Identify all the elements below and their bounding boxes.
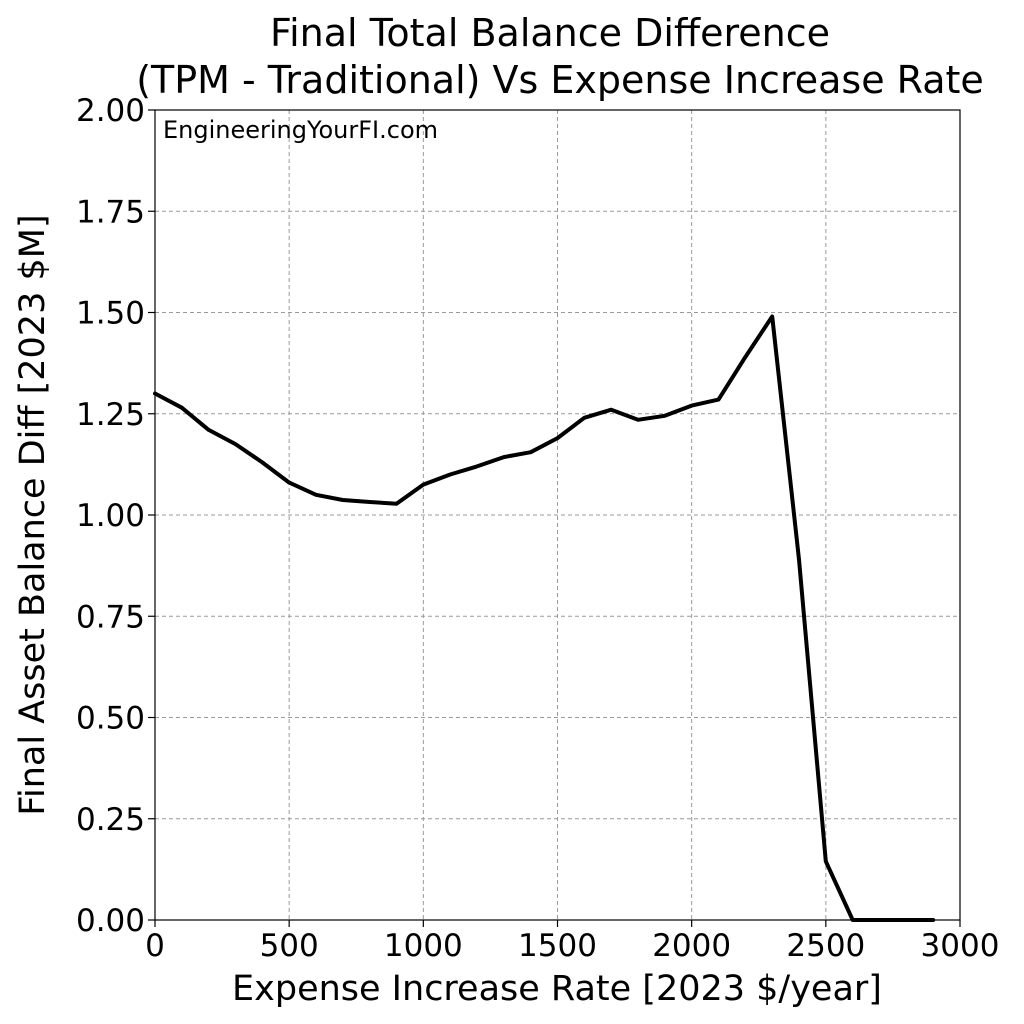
series-line — [153, 314, 936, 922]
watermark-annotation: EngineeringYourFI.com — [163, 116, 438, 144]
y-tick-label: 0.25 — [76, 802, 145, 838]
y-tick-label: 1.00 — [76, 498, 145, 534]
x-tick-label: 3000 — [921, 928, 1000, 964]
y-tick-label: 0.50 — [76, 701, 145, 737]
y-axis-label: Final Asset Balance Diff [2023 $M] — [13, 214, 53, 815]
chart-title: Final Total Balance Difference — [270, 11, 830, 55]
y-tick-label: 1.75 — [76, 194, 145, 230]
y-tick-label: 1.25 — [76, 397, 145, 433]
x-axis-label: Expense Increase Rate [2023 $/year] — [232, 969, 882, 1009]
chart-subtitle: (TPM - Traditional) Vs Expense Increase … — [136, 58, 984, 102]
x-tick-label: 2500 — [786, 928, 865, 964]
x-tick-label: 2000 — [652, 928, 731, 964]
y-tick-label: 2.00 — [76, 93, 145, 129]
series-layer — [153, 314, 936, 922]
y-tick-label: 0.75 — [76, 599, 145, 635]
y-tick-label: 0.00 — [76, 903, 145, 939]
x-tick-label: 1500 — [518, 928, 597, 964]
x-tick-label: 0 — [145, 928, 165, 964]
y-tick-label: 1.50 — [76, 296, 145, 332]
grid — [154, 109, 961, 921]
x-tick-label: 1000 — [384, 928, 463, 964]
x-tick-label: 500 — [260, 928, 319, 964]
axis-ticks: 0 500 1000 1500 2000 2500 3000 0.00 0.25 0.50 0.75… — [76, 93, 999, 964]
